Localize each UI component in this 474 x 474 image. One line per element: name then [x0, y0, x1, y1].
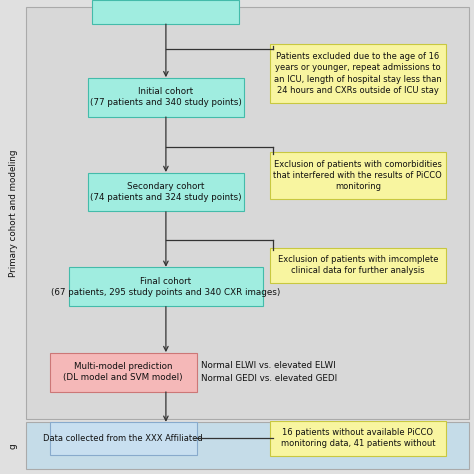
Text: g: g: [9, 444, 18, 449]
Text: Normal ELWI vs. elevated ELWI
Normal GEDI vs. elevated GEDI: Normal ELWI vs. elevated ELWI Normal GED…: [201, 361, 337, 383]
FancyBboxPatch shape: [270, 44, 446, 103]
Text: Patients excluded due to the age of 16
years or younger, repeat admissions to
an: Patients excluded due to the age of 16 y…: [274, 52, 442, 95]
FancyBboxPatch shape: [88, 173, 244, 211]
Text: Final cohort
(67 patients, 295 study points and 340 CXR images): Final cohort (67 patients, 295 study poi…: [51, 277, 281, 297]
Text: Secondary cohort
(74 patients and 324 study points): Secondary cohort (74 patients and 324 st…: [90, 182, 242, 202]
FancyBboxPatch shape: [270, 421, 446, 456]
FancyBboxPatch shape: [270, 248, 446, 283]
FancyBboxPatch shape: [88, 78, 244, 117]
FancyBboxPatch shape: [50, 422, 197, 455]
Bar: [26, 422, 469, 469]
FancyBboxPatch shape: [92, 0, 239, 24]
FancyBboxPatch shape: [50, 353, 197, 392]
Text: Initial cohort
(77 patients and 340 study points): Initial cohort (77 patients and 340 stud…: [90, 87, 242, 107]
Text: Exclusion of patients with imcomplete
clinical data for further analysis: Exclusion of patients with imcomplete cl…: [278, 255, 438, 275]
Text: Primary cohort and modeling: Primary cohort and modeling: [9, 150, 18, 277]
Text: Exclusion of patients with comorbidities
that interfered with the results of PiC: Exclusion of patients with comorbidities…: [273, 160, 442, 191]
Bar: [26, 7, 469, 419]
FancyBboxPatch shape: [270, 152, 446, 199]
Text: 16 patients without available PiCCO
monitoring data, 41 patients without: 16 patients without available PiCCO moni…: [281, 428, 435, 448]
Text: Multi-model prediction
(DL model and SVM model): Multi-model prediction (DL model and SVM…: [64, 362, 183, 382]
Text: Data collected from the XXX Affiliated: Data collected from the XXX Affiliated: [43, 434, 203, 443]
FancyBboxPatch shape: [69, 267, 263, 306]
